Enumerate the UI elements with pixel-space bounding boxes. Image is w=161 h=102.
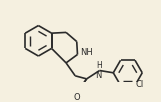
Text: H: H [96, 61, 102, 70]
Text: N: N [96, 71, 102, 80]
Text: NH: NH [80, 48, 93, 57]
Text: Cl: Cl [136, 80, 144, 89]
Text: O: O [73, 93, 80, 102]
